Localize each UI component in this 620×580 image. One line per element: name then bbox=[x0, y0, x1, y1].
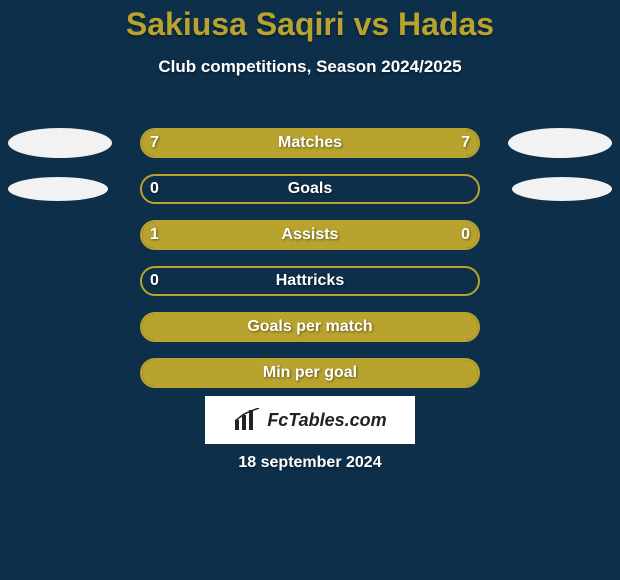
stat-track bbox=[140, 128, 480, 158]
stat-fill-left bbox=[142, 314, 478, 340]
stat-row: Matches77 bbox=[0, 120, 620, 166]
stat-track bbox=[140, 220, 480, 250]
date: 18 september 2024 bbox=[0, 454, 620, 472]
stat-row: Goals0 bbox=[0, 166, 620, 212]
stat-row: Hattricks0 bbox=[0, 258, 620, 304]
stat-track bbox=[140, 174, 480, 204]
stat-bars-area: Matches77Goals0Assists10Hattricks0Goals … bbox=[0, 120, 620, 396]
comparison-infographic: Sakiusa Saqiri vs Hadas Club competition… bbox=[0, 0, 620, 580]
player-ellipse-right bbox=[512, 177, 612, 201]
brand-chart-icon bbox=[233, 408, 261, 432]
player-ellipse-left bbox=[8, 177, 108, 201]
stat-row: Assists10 bbox=[0, 212, 620, 258]
stat-row: Goals per match bbox=[0, 304, 620, 350]
stat-fill-right bbox=[404, 222, 478, 248]
stat-fill-left bbox=[142, 130, 310, 156]
page-title: Sakiusa Saqiri vs Hadas bbox=[0, 0, 620, 43]
brand-badge: FcTables.com bbox=[205, 396, 415, 444]
stat-fill-left bbox=[142, 222, 404, 248]
stat-fill-left bbox=[142, 360, 478, 386]
page-subtitle: Club competitions, Season 2024/2025 bbox=[0, 57, 620, 77]
player-ellipse-right bbox=[508, 128, 612, 158]
player-ellipse-left bbox=[8, 128, 112, 158]
stat-track bbox=[140, 312, 480, 342]
stat-row: Min per goal bbox=[0, 350, 620, 396]
brand-text: FcTables.com bbox=[267, 410, 386, 431]
stat-track bbox=[140, 358, 480, 388]
stat-track bbox=[140, 266, 480, 296]
stat-fill-right bbox=[310, 130, 478, 156]
